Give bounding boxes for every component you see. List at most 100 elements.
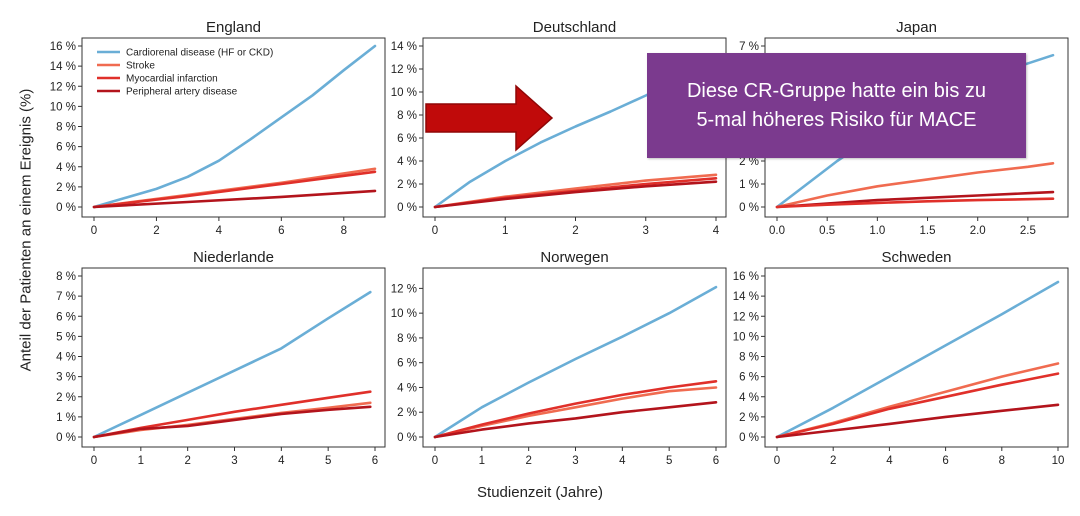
- y-tick-label: 0 %: [56, 202, 76, 214]
- y-tick-label: 8 %: [56, 271, 76, 283]
- panel-title: England: [206, 19, 261, 36]
- series-line-4: [92, 405, 372, 439]
- legend-label: Stroke: [126, 61, 155, 72]
- y-tick-label: 1 %: [739, 179, 759, 191]
- callout-text: Diese CR-Gruppe hatte ein bis zu 5-mal h…: [686, 79, 987, 131]
- legend-label: Cardiorenal disease (HF or CKD): [126, 48, 273, 59]
- x-tick-label: 1.5: [920, 225, 936, 237]
- y-tick-label: 16 %: [50, 41, 76, 53]
- y-tick-label: 8 %: [397, 110, 417, 122]
- y-tick-label: 1 %: [56, 412, 76, 424]
- shared-y-axis-label: Anteil der Patienten an einem Ereignis (…: [14, 0, 38, 460]
- legend-label: Peripheral artery disease: [126, 87, 238, 98]
- y-tick-label: 6 %: [739, 372, 759, 384]
- y-tick-label: 4 %: [56, 352, 76, 364]
- x-tick-label: 3: [572, 455, 578, 467]
- panel-title: Schweden: [881, 249, 951, 266]
- x-tick-label: 1: [479, 455, 485, 467]
- y-tick-label: 12 %: [391, 64, 417, 76]
- chart-panel-5: Norwegen 0 % 2 % 4 % 6 % 8 % 10 % 12 % 0 1 2 3 4 5 6: [391, 249, 727, 467]
- y-tick-label: 0 %: [397, 202, 417, 214]
- series-line-1: [775, 280, 1060, 439]
- y-tick-label: 10 %: [733, 331, 759, 343]
- x-tick-label: 8: [999, 455, 1005, 467]
- y-tick-label: 6 %: [397, 133, 417, 145]
- y-tick-label: 14 %: [391, 41, 417, 53]
- y-tick-label: 4 %: [739, 392, 759, 404]
- chart-panel-4: Niederlande 0 % 1 % 2 % 3 % 4 % 5 % 6 % 7 % 8 % 0 1…: [56, 249, 386, 467]
- x-tick-label: 1: [502, 225, 508, 237]
- x-tick-label: 2: [184, 455, 190, 467]
- y-tick-label: 4 %: [56, 162, 76, 174]
- x-tick-label: 0.0: [769, 225, 785, 237]
- y-tick-label: 14 %: [50, 61, 76, 73]
- shared-y-axis-label-text: Anteil der Patienten an einem Ereignis (…: [17, 88, 35, 372]
- x-tick-label: 6: [942, 455, 948, 467]
- y-tick-label: 8 %: [739, 352, 759, 364]
- red-arrow-shape: [425, 84, 554, 152]
- series-line-1: [433, 285, 718, 439]
- chart-panel-6: Schweden 0 % 2 % 4 % 6 % 8 % 10 % 12 % 14 % 16 % 0…: [733, 249, 1069, 467]
- x-tick-label: 2.5: [1020, 225, 1036, 237]
- legend: Cardiorenal disease (HF or CKD) Stroke Myo…: [97, 48, 273, 98]
- y-tick-label: 2 %: [739, 156, 759, 168]
- series-line-2: [775, 162, 1055, 209]
- y-tick-label: 3 %: [56, 372, 76, 384]
- plot-frame: [81, 267, 386, 448]
- x-tick-label: 2.0: [970, 225, 986, 237]
- series-line-1: [92, 44, 377, 209]
- y-tick-label: 12 %: [733, 311, 759, 323]
- x-tick-label: 4: [713, 225, 720, 237]
- chart-panel-1: England 0 % 2 % 4 % 6 % 8 % 10 % 12 % 14 % 16 % 0 2…: [50, 19, 386, 237]
- x-tick-label: 4: [216, 225, 223, 237]
- x-tick-label: 3: [643, 225, 649, 237]
- x-tick-label: 0: [432, 455, 438, 467]
- x-tick-label: 3: [231, 455, 237, 467]
- series-line-1: [92, 290, 372, 439]
- series-line-4: [433, 180, 718, 209]
- x-tick-label: 0.5: [819, 225, 835, 237]
- plot-frame: [422, 267, 727, 448]
- x-tick-label: 6: [372, 455, 378, 467]
- series-line-1: [433, 76, 683, 209]
- panel-title: Norwegen: [540, 249, 608, 266]
- series-line-4: [775, 403, 1060, 439]
- y-tick-label: 6 %: [397, 358, 417, 370]
- x-tick-label: 1: [138, 455, 144, 467]
- series-line-4: [92, 189, 377, 209]
- series-line-3: [92, 170, 377, 209]
- y-tick-label: 2 %: [739, 412, 759, 424]
- plot-frame: [81, 37, 386, 218]
- shared-x-axis-label: Studienzeit (Jahre): [477, 484, 603, 501]
- x-tick-label: 0: [432, 225, 438, 237]
- y-tick-label: 2 %: [397, 407, 417, 419]
- y-tick-label: 6 %: [56, 142, 76, 154]
- y-tick-label: 2 %: [397, 179, 417, 191]
- panel-title: Niederlande: [193, 249, 274, 266]
- series-line-4: [433, 400, 718, 439]
- y-tick-label: 0 %: [739, 202, 759, 214]
- callout-box: Diese CR-Gruppe hatte ein bis zu 5-mal h…: [647, 53, 1026, 158]
- panel-title: Deutschland: [533, 19, 616, 36]
- y-tick-label: 6 %: [56, 311, 76, 323]
- y-tick-label: 0 %: [56, 432, 76, 444]
- y-tick-label: 2 %: [56, 182, 76, 194]
- y-tick-label: 7 %: [739, 41, 759, 53]
- x-tick-label: 5: [325, 455, 331, 467]
- x-tick-label: 4: [886, 455, 893, 467]
- x-tick-label: 0: [91, 225, 97, 237]
- x-tick-label: 6: [278, 225, 284, 237]
- series-line-4: [775, 197, 1055, 209]
- y-tick-label: 10 %: [391, 87, 417, 99]
- y-tick-label: 8 %: [397, 333, 417, 345]
- y-tick-label: 4 %: [397, 382, 417, 394]
- y-tick-label: 7 %: [56, 291, 76, 303]
- y-tick-label: 10 %: [50, 101, 76, 113]
- y-tick-label: 12 %: [50, 81, 76, 93]
- y-tick-label: 10 %: [391, 308, 417, 320]
- y-tick-label: 2 %: [56, 392, 76, 404]
- x-tick-label: 2: [525, 455, 531, 467]
- x-tick-label: 2: [830, 455, 836, 467]
- x-tick-label: 2: [572, 225, 578, 237]
- y-tick-label: 0 %: [739, 432, 759, 444]
